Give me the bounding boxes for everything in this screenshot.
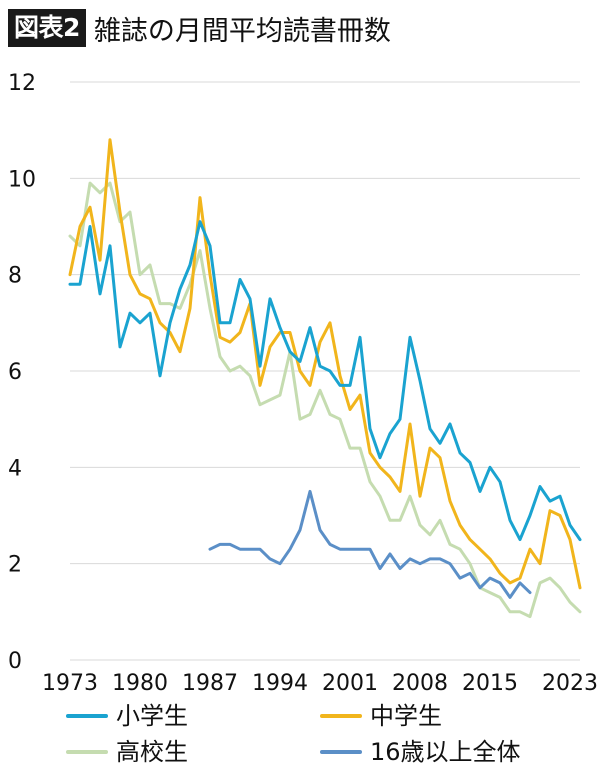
y-tick-label-8: 8 <box>8 264 22 289</box>
y-tick-label-12: 12 <box>8 71 36 96</box>
x-tick-label-2023: 2023 <box>542 671 598 696</box>
series-line-2 <box>68 181 582 619</box>
series-line-0 <box>68 220 582 542</box>
y-tick-label-6: 6 <box>8 360 22 385</box>
series-line-1 <box>68 138 582 590</box>
x-tick-label-2008: 2008 <box>392 671 448 696</box>
x-tick-label-1994: 1994 <box>252 671 308 696</box>
y-tick-label-0: 0 <box>8 649 22 674</box>
x-tick-label-2001: 2001 <box>322 671 378 696</box>
y-tick-label-4: 4 <box>8 456 22 481</box>
legend-label-3: 16歳以上全体 <box>370 738 521 766</box>
y-tick-label-10: 10 <box>8 167 36 192</box>
series-line-3 <box>208 489 532 599</box>
legend-label-1: 中学生 <box>370 702 442 730</box>
x-tick-label-1987: 1987 <box>182 671 238 696</box>
x-tick-label-1980: 1980 <box>112 671 168 696</box>
chart-title: 雑誌の月間平均読書冊数 <box>93 15 391 47</box>
x-tick-label-2015: 2015 <box>462 671 518 696</box>
legend-label-0: 小学生 <box>116 702 188 730</box>
legend-label-2: 高校生 <box>116 738 188 766</box>
title-bar: 図表2 雑誌の月間平均読書冊数 <box>8 8 391 48</box>
x-tick-label-1973: 1973 <box>42 671 98 696</box>
figure-number-badge: 図表2 <box>8 9 86 47</box>
y-tick-label-2: 2 <box>8 553 22 578</box>
